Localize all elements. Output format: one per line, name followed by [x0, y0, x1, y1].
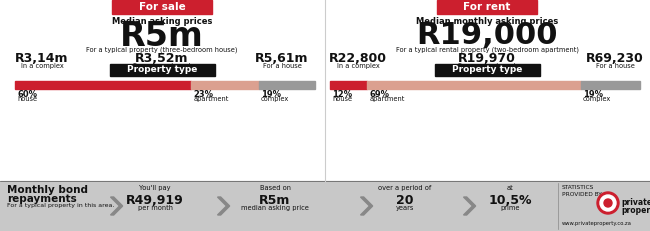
Text: at: at [506, 185, 514, 191]
Bar [259, 81, 315, 89]
Bar [112, 0, 212, 14]
Text: complex: complex [261, 96, 289, 102]
Text: house: house [17, 96, 37, 102]
Text: For sale: For sale [138, 2, 185, 12]
Text: R5,61m: R5,61m [255, 52, 309, 64]
Bar [192, 81, 259, 89]
Circle shape [604, 199, 612, 207]
Text: For an apartment: For an apartment [133, 63, 191, 69]
Bar [434, 64, 540, 76]
Text: 19%: 19% [261, 90, 281, 99]
Bar [15, 81, 192, 89]
Text: R3,14m: R3,14m [15, 52, 69, 64]
Text: 20: 20 [396, 194, 414, 207]
Polygon shape [111, 197, 123, 215]
Text: 69%: 69% [369, 90, 389, 99]
Text: 19%: 19% [583, 90, 603, 99]
Text: median asking price: median asking price [241, 205, 309, 211]
Bar [109, 64, 214, 76]
Text: apartment: apartment [194, 96, 229, 102]
Text: For a house: For a house [263, 63, 302, 69]
Text: In a complex: In a complex [21, 63, 64, 69]
Text: Property type: Property type [127, 66, 197, 75]
Circle shape [597, 192, 619, 214]
Text: private: private [621, 198, 650, 207]
Text: 23%: 23% [194, 90, 213, 99]
Text: Monthly bond: Monthly bond [7, 185, 88, 195]
Text: 12%: 12% [332, 90, 352, 99]
Text: For a typical property in this area.: For a typical property in this area. [7, 203, 114, 208]
Text: R5m: R5m [259, 194, 291, 207]
Text: R22,800: R22,800 [329, 52, 387, 64]
Text: R49,919: R49,919 [126, 194, 184, 207]
Text: 10,5%: 10,5% [488, 194, 532, 207]
Bar [437, 0, 537, 14]
Text: 60%: 60% [17, 90, 37, 99]
Bar [367, 81, 581, 89]
Text: house: house [332, 96, 352, 102]
Text: R5m: R5m [120, 19, 204, 52]
Bar [330, 81, 367, 89]
Bar [581, 81, 640, 89]
Text: STATISTICS
PROVIDED BY: STATISTICS PROVIDED BY [562, 185, 602, 197]
Text: R69,230: R69,230 [586, 52, 644, 64]
Text: You'll pay: You'll pay [139, 185, 171, 191]
Text: For a house: For a house [595, 63, 634, 69]
Text: repayments: repayments [7, 194, 77, 204]
Text: apartment: apartment [369, 96, 404, 102]
Text: Based on: Based on [259, 185, 291, 191]
Text: per month: per month [138, 205, 172, 211]
Text: property: property [621, 206, 650, 215]
Text: prime: prime [500, 205, 520, 211]
Text: R19,970: R19,970 [458, 52, 516, 64]
Polygon shape [463, 197, 476, 215]
Text: R3,52m: R3,52m [135, 52, 188, 64]
Text: For rent: For rent [463, 2, 511, 12]
Text: For an apartment: For an apartment [458, 63, 516, 69]
Text: In a complex: In a complex [337, 63, 380, 69]
Bar [0, 181, 650, 231]
Text: Property type: Property type [452, 66, 522, 75]
Text: years: years [396, 205, 414, 211]
Text: For a typical property (three-bedroom house): For a typical property (three-bedroom ho… [86, 47, 238, 53]
Text: over a period of: over a period of [378, 185, 432, 191]
Circle shape [600, 195, 616, 211]
Polygon shape [218, 197, 229, 215]
Text: Median asking prices: Median asking prices [112, 16, 212, 25]
Text: complex: complex [583, 96, 612, 102]
Text: For a typical rental property (two-bedroom apartment): For a typical rental property (two-bedro… [395, 47, 578, 53]
Text: Median monthly asking prices: Median monthly asking prices [416, 16, 558, 25]
Text: R19,000: R19,000 [416, 21, 558, 51]
Text: www.privateproperty.co.za: www.privateproperty.co.za [562, 221, 632, 226]
Polygon shape [361, 197, 372, 215]
